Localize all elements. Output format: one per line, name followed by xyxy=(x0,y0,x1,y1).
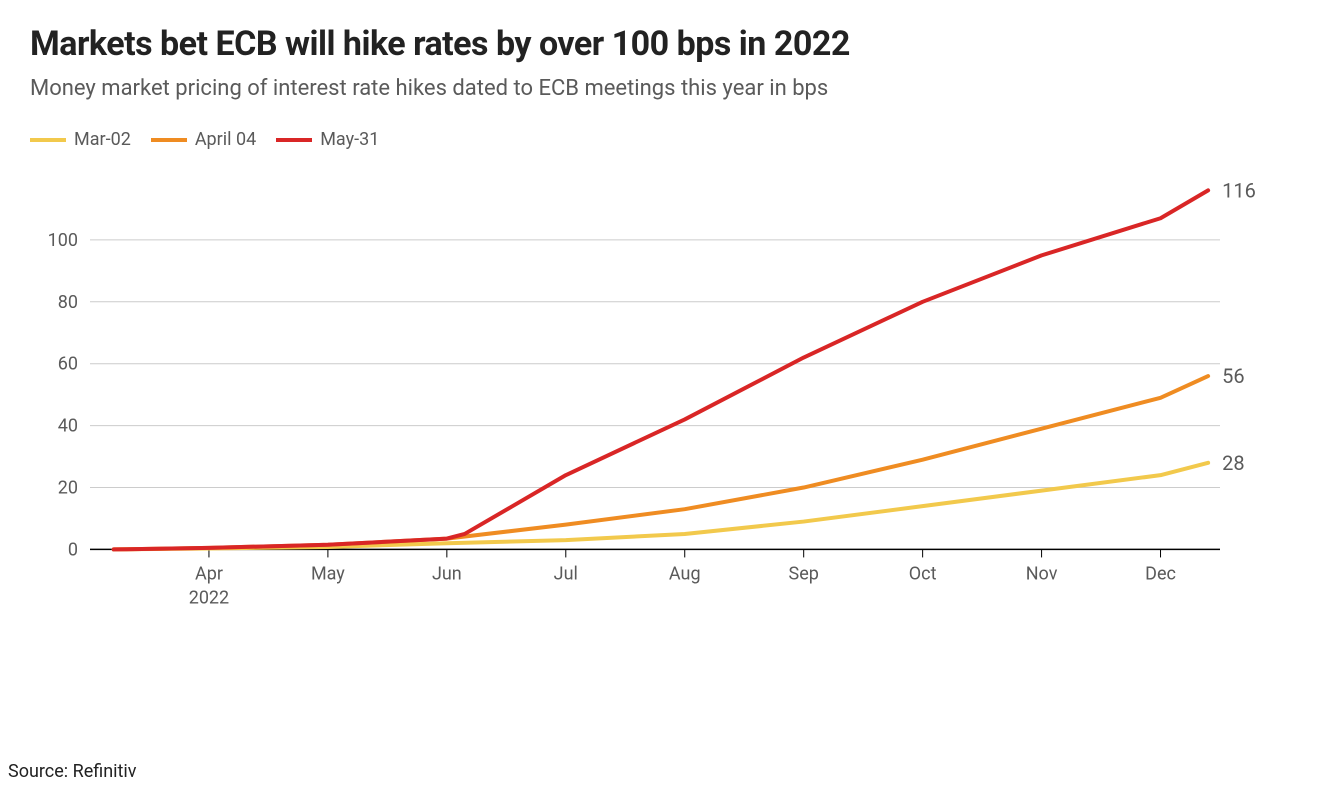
legend-item-mar02: Mar-02 xyxy=(30,129,131,150)
x-tick-label: Jul xyxy=(554,563,578,584)
legend-label-apr04: April 04 xyxy=(195,129,256,150)
series-line-may31 xyxy=(114,190,1208,549)
source-attribution: Source: Refinitiv xyxy=(8,761,137,782)
y-tick-label: 100 xyxy=(48,230,78,251)
x-tick-label: May xyxy=(311,563,345,584)
y-tick-label: 0 xyxy=(68,539,78,560)
legend-swatch-apr04 xyxy=(151,138,187,142)
x-tick-label: Sep xyxy=(789,563,819,584)
x-tick-label: Jun xyxy=(432,563,462,584)
series-endlabel-apr04: 56 xyxy=(1222,364,1244,388)
series-line-mar02 xyxy=(114,463,1208,550)
legend-item-may31: May-31 xyxy=(276,129,379,150)
line-chart: 0 20 40 60 80 100 Apr 2022 May Jun Jul Aug Sep Oct Nov… xyxy=(30,168,1290,638)
legend-label-may31: May-31 xyxy=(320,129,379,150)
series-endlabel-mar02: 28 xyxy=(1222,451,1244,475)
y-tick-label: 20 xyxy=(58,478,78,499)
legend-item-apr04: April 04 xyxy=(151,129,256,150)
y-tick-label: 80 xyxy=(58,292,78,313)
chart-title: Markets bet ECB will hike rates by over … xyxy=(30,24,1290,64)
x-tick-label: Apr xyxy=(195,563,223,584)
x-tick-label: Dec xyxy=(1145,563,1176,584)
x-tick-label: Aug xyxy=(669,563,701,584)
x-tick-label-year: 2022 xyxy=(189,587,229,608)
chart-area: 0 20 40 60 80 100 Apr 2022 May Jun Jul Aug Sep Oct Nov… xyxy=(30,168,1290,642)
series-line-apr04 xyxy=(114,376,1208,549)
x-tick-label: Oct xyxy=(909,563,937,584)
legend-label-mar02: Mar-02 xyxy=(74,129,131,150)
chart-subtitle: Money market pricing of interest rate hi… xyxy=(30,76,1290,101)
legend-swatch-mar02 xyxy=(30,138,66,142)
x-tick-label: Nov xyxy=(1026,563,1058,584)
y-tick-label: 40 xyxy=(58,416,78,437)
series-endlabel-may31: 116 xyxy=(1222,178,1256,202)
legend: Mar-02 April 04 May-31 xyxy=(30,129,1290,150)
y-tick-label: 60 xyxy=(58,354,78,375)
legend-swatch-may31 xyxy=(276,138,312,142)
